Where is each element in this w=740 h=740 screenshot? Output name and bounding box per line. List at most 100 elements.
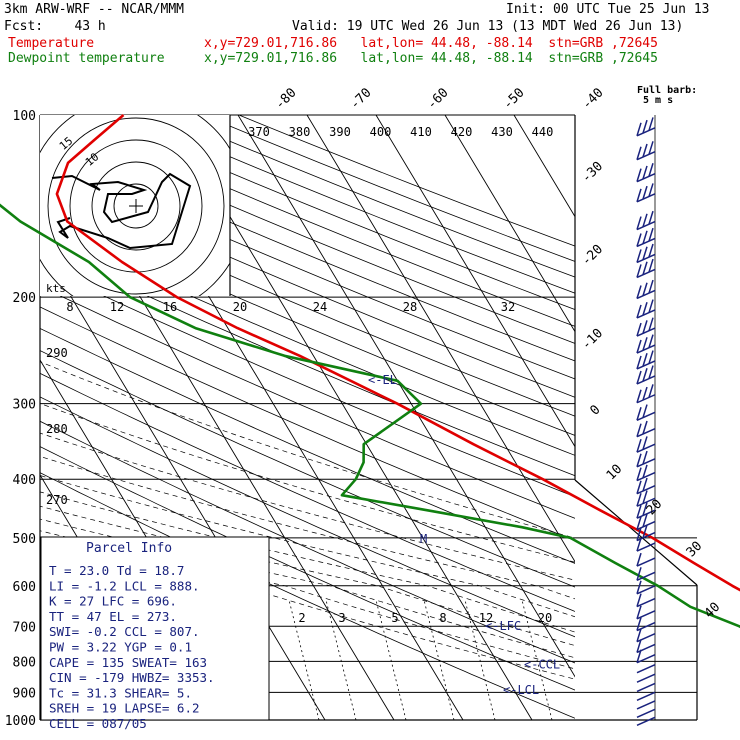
- wind-barb-flag: [642, 213, 648, 228]
- temperature-legend: Temperature: [8, 36, 95, 51]
- isotherm-line: [306, 115, 575, 563]
- wind-barb: [636, 268, 656, 279]
- right-temperature-label: 0: [587, 402, 603, 418]
- wind-barb-flag: [648, 317, 654, 331]
- theta-label: 420: [451, 125, 473, 139]
- pressure-tick-label: 300: [13, 398, 36, 413]
- right-temperature-label: 10: [604, 462, 626, 484]
- wind-barb-flag: [636, 122, 642, 137]
- dewpoint-location: x,y=729.01,716.86 lat,lon= 44.48, -88.14…: [204, 51, 658, 66]
- parcel-info-row: SWI= -0.2 CCL = 807.: [49, 624, 200, 639]
- wind-barb-flag: [642, 246, 648, 260]
- moist-adiabat: [40, 361, 575, 539]
- theta-label: 410: [410, 125, 432, 139]
- mixing-ratio-label: 2: [298, 611, 305, 625]
- wind-barb-flag: [636, 216, 642, 230]
- dry-adiabat: [40, 189, 575, 417]
- wind-barb-flag: [648, 210, 654, 225]
- wind-barb-flag: [636, 516, 642, 530]
- wind-barb-flag: [642, 302, 648, 316]
- wind-barb: [636, 193, 656, 203]
- theta-left-label: 280: [46, 422, 68, 436]
- wind-barb-flag: [642, 261, 648, 275]
- mixing-ratio-label: 12: [479, 611, 493, 625]
- isotherm-line: [652, 115, 740, 720]
- wind-barb-flag: [636, 355, 642, 370]
- wind-barb-flag: [636, 339, 642, 354]
- wind-barb-flag: [648, 183, 654, 197]
- wind-barb-flag: [642, 337, 648, 351]
- hodograph-ring: [47, 117, 225, 295]
- wind-barb-flag: [636, 423, 642, 437]
- wind-barb: [636, 542, 656, 552]
- hodograph-speed-tick: 8: [66, 300, 73, 314]
- parcel-info-title: Parcel Info: [86, 541, 172, 556]
- wind-barb-flag: [642, 320, 648, 334]
- wind-barb-flag: [648, 365, 654, 379]
- right-temperature-label: -30: [579, 159, 606, 186]
- mixing-ratio-line: [325, 599, 357, 720]
- parcel-info-row: PW = 3.22 YGP = 0.1: [49, 640, 192, 655]
- wind-barb-flag: [648, 227, 654, 242]
- temperature-location: x,y=729.01,716.86 lat,lon= 44.48, -88.14…: [204, 36, 658, 51]
- wind-barb: [636, 344, 656, 354]
- isotherm-line: [375, 115, 575, 448]
- top-temperature-label: -60: [424, 85, 451, 112]
- dry-adiabat: [40, 327, 575, 564]
- level-annotation: <-EL: [368, 373, 397, 387]
- parcel-info-row: SREH = 19 LAPSE= 6.2: [49, 701, 200, 716]
- wind-barb: [636, 220, 656, 231]
- wind-barb-flag: [636, 322, 642, 337]
- dry-adiabat: [40, 245, 575, 477]
- init-time: Init: 00 UTC Tue 25 Jun 13: [506, 2, 710, 17]
- theta-label: 400: [370, 125, 392, 139]
- wind-barb: [636, 708, 656, 718]
- wind-barb-flag: [636, 605, 642, 620]
- theta-label: 380: [289, 125, 311, 139]
- theta-left-label: 270: [46, 493, 68, 507]
- wind-barb-flag: [636, 188, 642, 203]
- wind-barb: [636, 253, 656, 264]
- pressure-tick-label: 500: [13, 532, 36, 547]
- right-axis-skew: [574, 479, 698, 586]
- parcel-info-row: K = 27 LFC = 696.: [49, 594, 177, 609]
- right-temperature-label: -10: [579, 326, 606, 353]
- wind-barb-flag: [648, 163, 654, 177]
- wind-barb: [636, 471, 656, 482]
- wind-barb: [636, 443, 656, 453]
- wind-barb-flag: [642, 353, 648, 367]
- wind-barb: [636, 309, 656, 319]
- parcel-info-box: Parcel Info T = 23.0 Td = 18.7LI = -1.2 L…: [40, 536, 270, 731]
- wind-barb: [636, 691, 656, 702]
- full-barb-label: Full barb:: [637, 85, 697, 96]
- wind-barb-flag: [648, 243, 654, 258]
- wind-barb-flag: [648, 117, 654, 131]
- wind-barb: [636, 509, 656, 519]
- wind-barb-flag: [636, 146, 642, 160]
- wind-barb-flag: [636, 580, 642, 595]
- pressure-tick-label: 800: [13, 655, 36, 670]
- wind-barb-flag: [636, 233, 642, 247]
- wind-barb-flag: [648, 334, 654, 348]
- hodograph-speed-tick: 32: [501, 300, 515, 314]
- isotherm-line: [513, 115, 575, 218]
- hodograph-speed-tick: 28: [403, 300, 417, 314]
- wind-barb-flag: [642, 420, 648, 435]
- top-temperature-label: -70: [347, 85, 374, 112]
- wind-barb-flag: [642, 165, 648, 180]
- wind-barb-flag: [642, 404, 648, 418]
- wind-barb: [636, 172, 656, 183]
- wind-barb-flag: [636, 264, 642, 278]
- wind-barb-flag: [636, 628, 642, 642]
- right-temperature-label: -20: [579, 242, 606, 269]
- theta-label: 370: [248, 125, 270, 139]
- hodograph-speed-tick: 20: [233, 300, 247, 314]
- parcel-info-row: Tc = 31.3 SHEAR= 5.: [49, 685, 192, 700]
- full-barb-label: 5 m s: [643, 95, 673, 106]
- parcel-info-row: CELL = 087/05: [49, 716, 147, 731]
- dry-adiabat: [40, 172, 575, 398]
- wind-barb-flag: [648, 258, 654, 273]
- wind-barb-flag: [636, 639, 642, 653]
- dry-adiabat: [40, 306, 575, 541]
